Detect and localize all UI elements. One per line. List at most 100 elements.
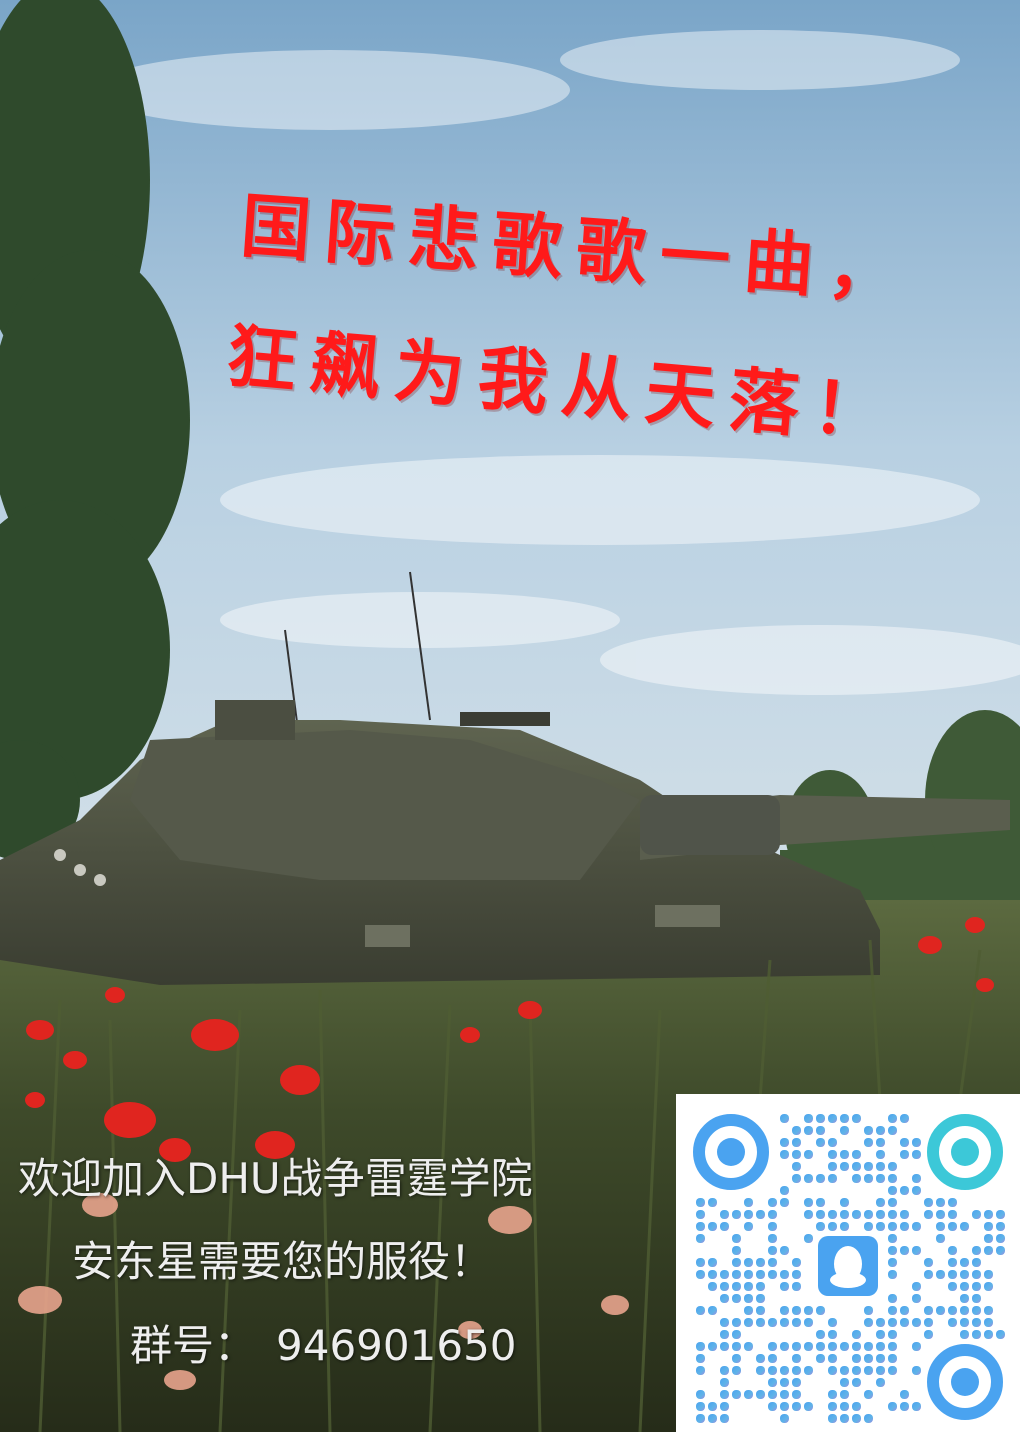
qr-module	[708, 1270, 717, 1279]
qr-module	[756, 1294, 765, 1303]
qr-module	[960, 1330, 969, 1339]
qr-module	[768, 1270, 777, 1279]
qr-module	[852, 1342, 861, 1351]
qr-module	[876, 1126, 885, 1135]
qr-module	[960, 1318, 969, 1327]
qr-module	[828, 1162, 837, 1171]
qr-module	[888, 1198, 897, 1207]
grass	[38, 939, 982, 1432]
qr-module	[744, 1282, 753, 1291]
qr-module	[780, 1282, 789, 1291]
qr-module	[768, 1234, 777, 1243]
qr-module	[960, 1270, 969, 1279]
qr-module	[900, 1114, 909, 1123]
qr-module	[864, 1174, 873, 1183]
qr-module	[828, 1318, 837, 1327]
qr-module	[864, 1162, 873, 1171]
qr-module	[708, 1258, 717, 1267]
qr-module	[996, 1234, 1005, 1243]
qr-module	[720, 1402, 729, 1411]
qr-module	[732, 1246, 741, 1255]
qr-module	[816, 1210, 825, 1219]
qr-module	[720, 1282, 729, 1291]
qr-module	[960, 1258, 969, 1267]
qr-module	[720, 1222, 729, 1231]
qr-module	[996, 1222, 1005, 1231]
qr-module	[936, 1222, 945, 1231]
qr-module	[828, 1414, 837, 1423]
qr-module	[852, 1378, 861, 1387]
qr-module	[780, 1318, 789, 1327]
qr-module	[708, 1198, 717, 1207]
poppy-flowers	[25, 917, 994, 1162]
qr-module	[744, 1198, 753, 1207]
qr-finder-bottom-right	[927, 1344, 1003, 1420]
qr-module	[912, 1402, 921, 1411]
qr-module	[720, 1270, 729, 1279]
qr-module	[768, 1366, 777, 1375]
qr-module	[816, 1354, 825, 1363]
qr-module	[936, 1210, 945, 1219]
qr-module	[732, 1234, 741, 1243]
qr-module	[780, 1390, 789, 1399]
qr-module	[876, 1330, 885, 1339]
qr-module	[864, 1342, 873, 1351]
qr-module	[828, 1402, 837, 1411]
qr-module	[804, 1318, 813, 1327]
qr-module	[744, 1222, 753, 1231]
qr-module	[720, 1294, 729, 1303]
qr-module	[780, 1150, 789, 1159]
qr-module	[864, 1390, 873, 1399]
qr-module	[888, 1162, 897, 1171]
qr-module	[780, 1114, 789, 1123]
qr-finder-top-left	[693, 1114, 769, 1190]
qr-module	[708, 1342, 717, 1351]
qr-module	[732, 1270, 741, 1279]
qr-module	[768, 1222, 777, 1231]
qr-module	[720, 1342, 729, 1351]
qr-module	[888, 1126, 897, 1135]
qr-module	[768, 1402, 777, 1411]
qr-module	[948, 1198, 957, 1207]
qr-module	[912, 1282, 921, 1291]
group-label: 群号：	[130, 1321, 257, 1370]
qr-module	[900, 1246, 909, 1255]
qr-module	[852, 1150, 861, 1159]
qr-module	[804, 1306, 813, 1315]
qr-module	[888, 1222, 897, 1231]
qr-module	[900, 1186, 909, 1195]
qr-module	[732, 1294, 741, 1303]
qr-module	[984, 1222, 993, 1231]
qr-module	[840, 1210, 849, 1219]
qr-module	[888, 1402, 897, 1411]
qr-module	[876, 1318, 885, 1327]
qr-module	[840, 1414, 849, 1423]
qr-module	[864, 1222, 873, 1231]
qq-group-qr-code[interactable]	[676, 1094, 1020, 1432]
qr-module	[936, 1198, 945, 1207]
qr-module	[792, 1150, 801, 1159]
qr-module	[756, 1366, 765, 1375]
qr-module	[816, 1198, 825, 1207]
qr-module	[936, 1306, 945, 1315]
qr-module	[876, 1366, 885, 1375]
qr-module	[948, 1222, 957, 1231]
qr-module	[768, 1258, 777, 1267]
qr-module	[972, 1306, 981, 1315]
qr-module	[972, 1330, 981, 1339]
qr-module	[780, 1402, 789, 1411]
qr-module	[984, 1306, 993, 1315]
qr-module	[708, 1222, 717, 1231]
qr-module	[852, 1414, 861, 1423]
qr-module	[900, 1150, 909, 1159]
qr-module	[804, 1126, 813, 1135]
qr-module	[852, 1402, 861, 1411]
qr-finder-top-right	[927, 1114, 1003, 1190]
qr-module	[972, 1258, 981, 1267]
qr-module	[948, 1270, 957, 1279]
qr-module	[768, 1210, 777, 1219]
qr-module	[768, 1390, 777, 1399]
qr-module	[696, 1354, 705, 1363]
qr-module	[696, 1270, 705, 1279]
group-number: 946901650	[276, 1321, 517, 1370]
